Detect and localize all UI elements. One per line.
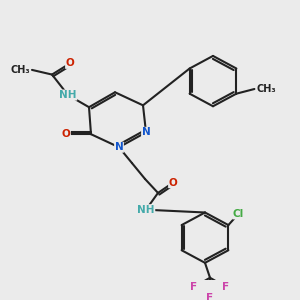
Text: O: O — [66, 58, 74, 68]
Text: F: F — [206, 293, 214, 300]
Text: F: F — [190, 282, 198, 292]
Text: F: F — [222, 282, 230, 292]
Text: NH: NH — [59, 90, 77, 100]
Text: O: O — [61, 129, 70, 139]
Text: Cl: Cl — [233, 209, 244, 219]
Text: CH₃: CH₃ — [256, 84, 276, 94]
Text: N: N — [142, 127, 150, 137]
Text: N: N — [115, 142, 123, 152]
Text: NH: NH — [137, 205, 155, 215]
Text: O: O — [169, 178, 177, 188]
Text: CH₃: CH₃ — [11, 65, 30, 75]
